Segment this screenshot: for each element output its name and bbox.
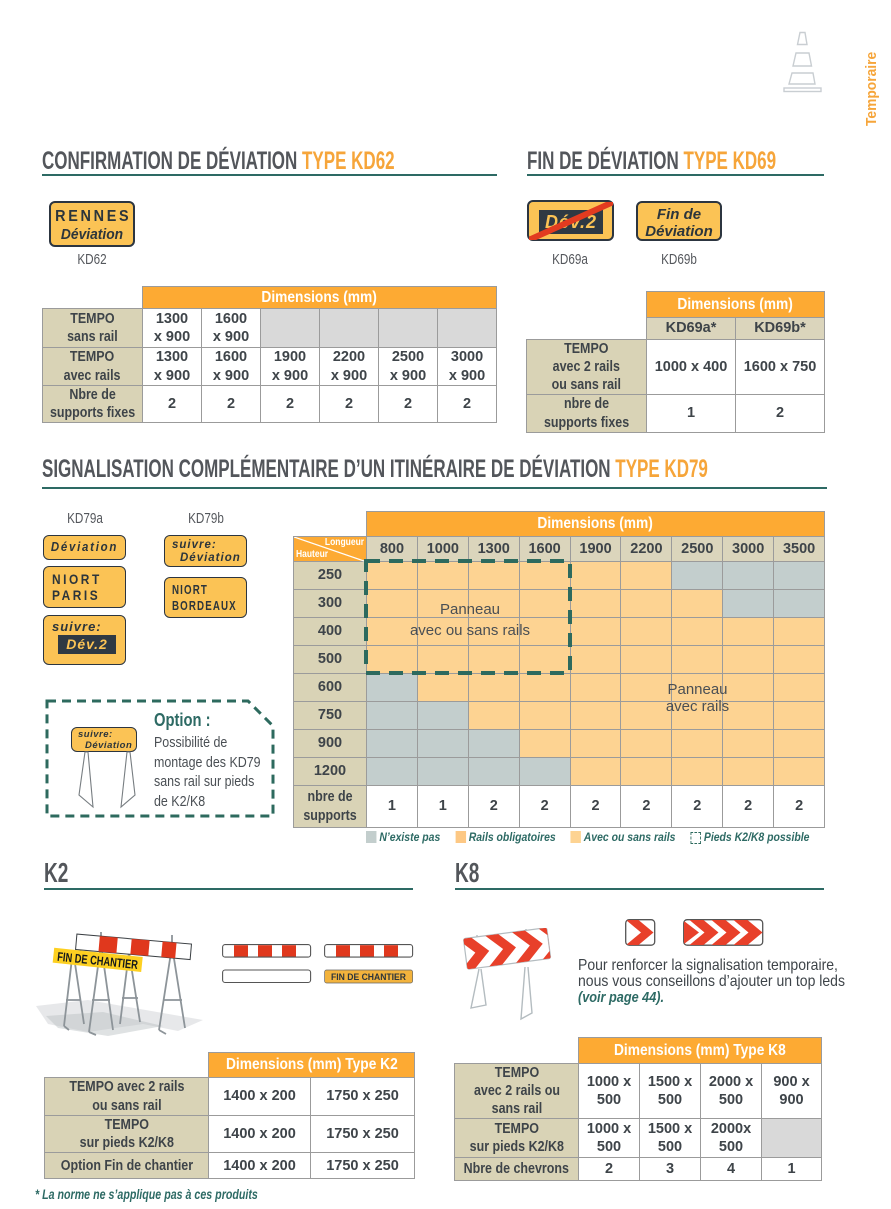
svg-text:FIN DE CHANTIER: FIN DE CHANTIER xyxy=(331,972,406,983)
